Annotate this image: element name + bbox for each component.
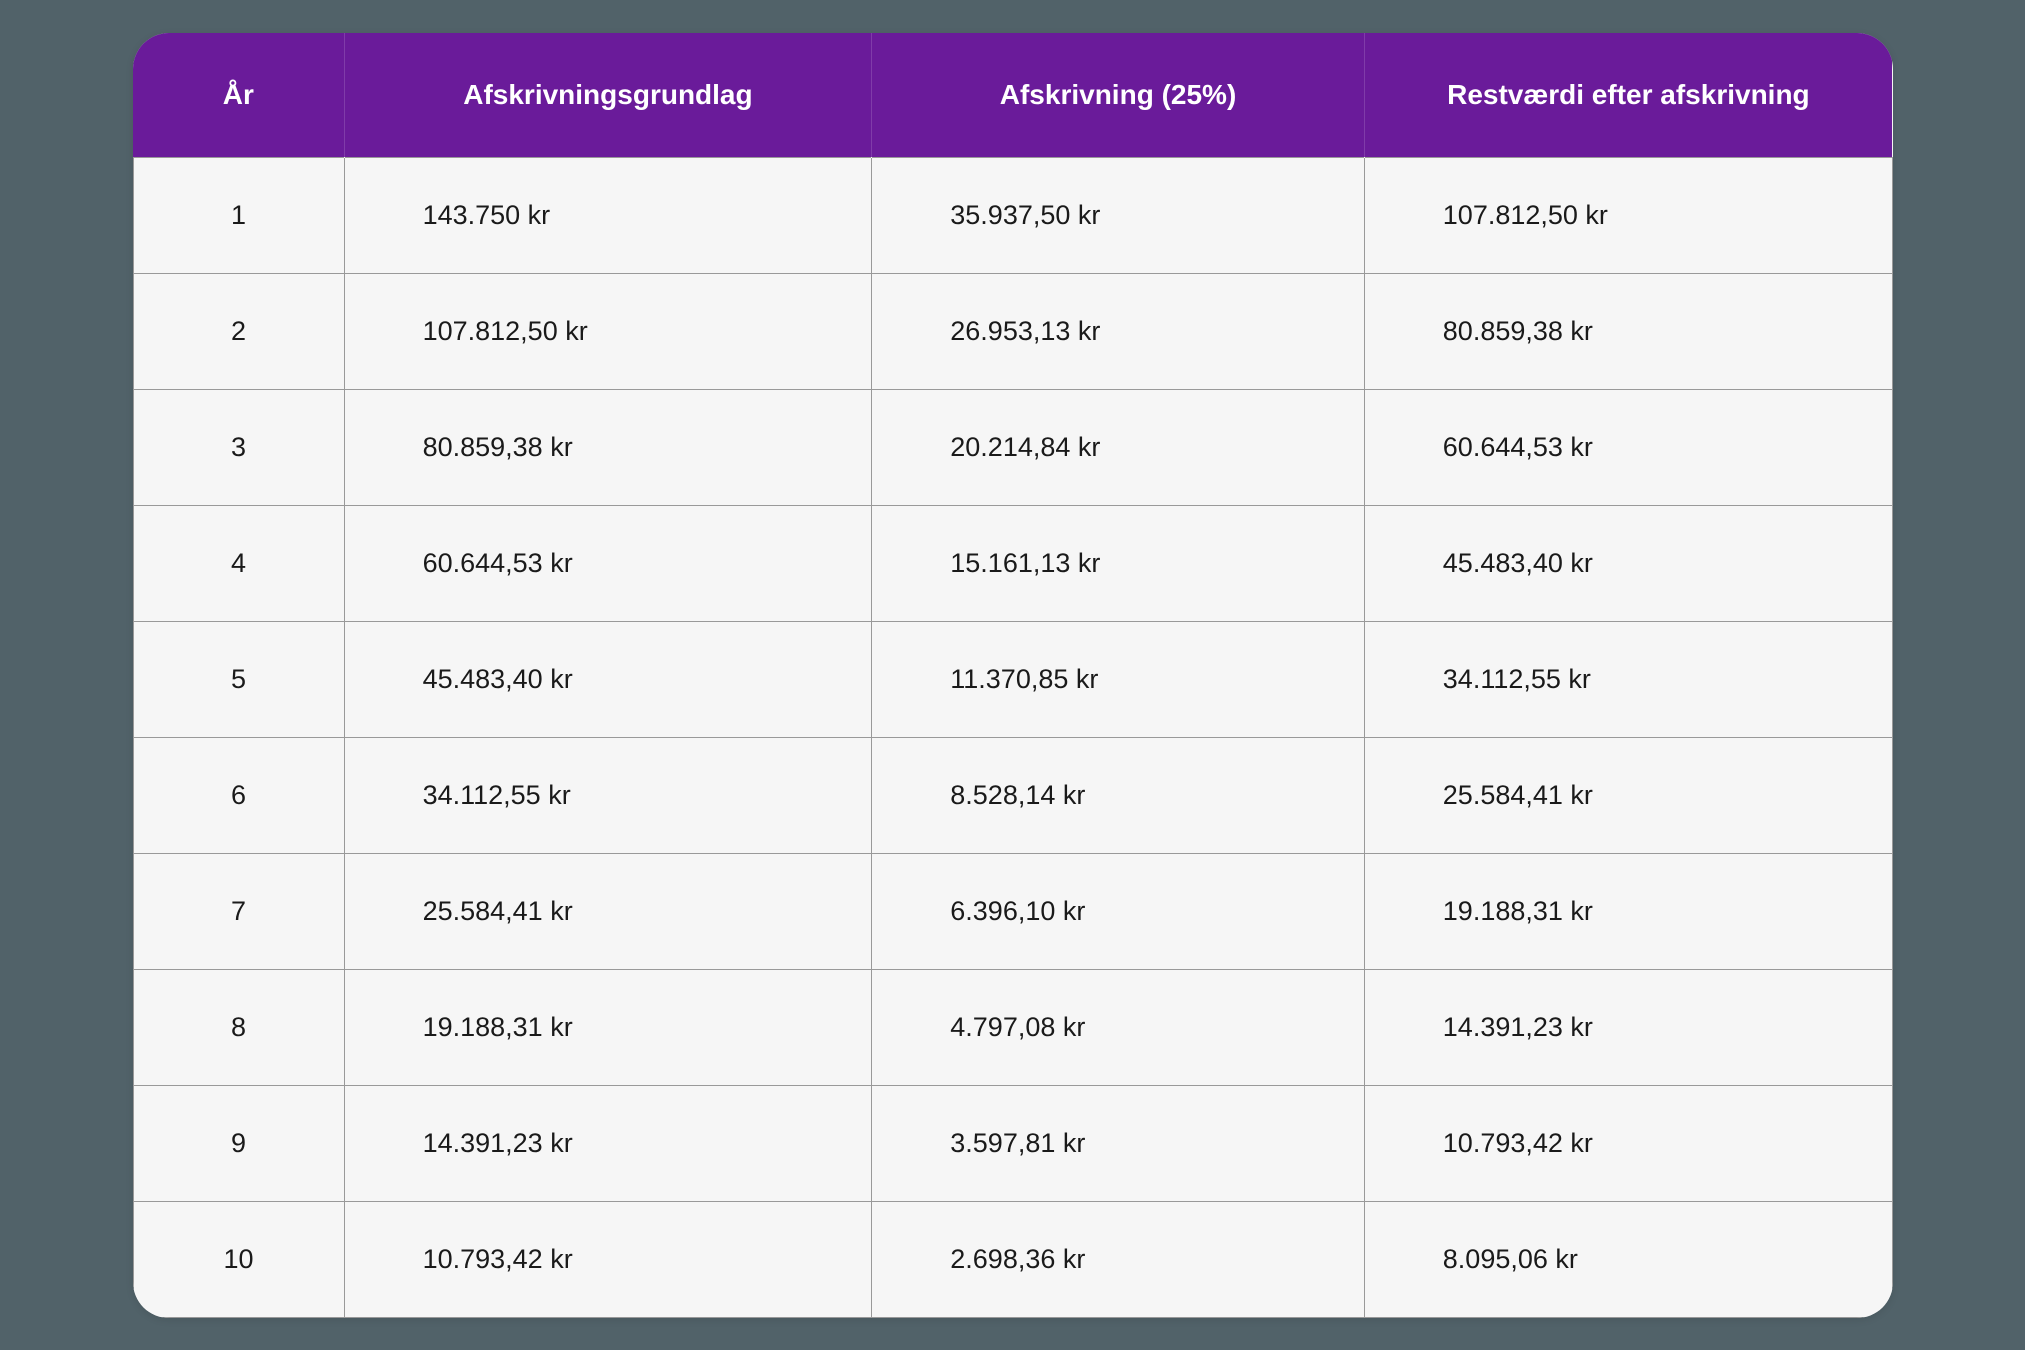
cell-basis: 143.750 kr <box>344 157 872 273</box>
cell-depreciation: 2.698,36 kr <box>872 1201 1365 1317</box>
cell-residual: 80.859,38 kr <box>1364 273 1892 389</box>
cell-basis: 34.112,55 kr <box>344 737 872 853</box>
cell-residual: 45.483,40 kr <box>1364 505 1892 621</box>
table-row: 819.188,31 kr4.797,08 kr14.391,23 kr <box>133 969 1892 1085</box>
cell-residual: 25.584,41 kr <box>1364 737 1892 853</box>
cell-basis: 14.391,23 kr <box>344 1085 872 1201</box>
cell-year: 9 <box>133 1085 344 1201</box>
table-row: 545.483,40 kr11.370,85 kr34.112,55 kr <box>133 621 1892 737</box>
table-row: 460.644,53 kr15.161,13 kr45.483,40 kr <box>133 505 1892 621</box>
cell-year: 10 <box>133 1201 344 1317</box>
cell-basis: 60.644,53 kr <box>344 505 872 621</box>
cell-basis: 10.793,42 kr <box>344 1201 872 1317</box>
table-row: 725.584,41 kr6.396,10 kr19.188,31 kr <box>133 853 1892 969</box>
header-year: År <box>133 33 344 158</box>
cell-depreciation: 26.953,13 kr <box>872 273 1365 389</box>
cell-year: 7 <box>133 853 344 969</box>
table-row: 380.859,38 kr20.214,84 kr60.644,53 kr <box>133 389 1892 505</box>
table-row: 914.391,23 kr3.597,81 kr10.793,42 kr <box>133 1085 1892 1201</box>
cell-basis: 25.584,41 kr <box>344 853 872 969</box>
cell-year: 4 <box>133 505 344 621</box>
cell-residual: 60.644,53 kr <box>1364 389 1892 505</box>
cell-depreciation: 3.597,81 kr <box>872 1085 1365 1201</box>
header-depreciation: Afskrivning (25%) <box>872 33 1365 158</box>
cell-depreciation: 35.937,50 kr <box>872 157 1365 273</box>
cell-residual: 10.793,42 kr <box>1364 1085 1892 1201</box>
cell-year: 2 <box>133 273 344 389</box>
cell-basis: 80.859,38 kr <box>344 389 872 505</box>
cell-residual: 34.112,55 kr <box>1364 621 1892 737</box>
depreciation-table-container: År Afskrivningsgrundlag Afskrivning (25%… <box>133 33 1893 1318</box>
cell-depreciation: 11.370,85 kr <box>872 621 1365 737</box>
cell-residual: 8.095,06 kr <box>1364 1201 1892 1317</box>
cell-basis: 107.812,50 kr <box>344 273 872 389</box>
table-body: 1143.750 kr35.937,50 kr107.812,50 kr2107… <box>133 157 1892 1317</box>
cell-depreciation: 4.797,08 kr <box>872 969 1365 1085</box>
cell-year: 5 <box>133 621 344 737</box>
header-basis: Afskrivningsgrundlag <box>344 33 872 158</box>
cell-year: 1 <box>133 157 344 273</box>
header-residual: Restværdi efter afskrivning <box>1364 33 1892 158</box>
cell-residual: 107.812,50 kr <box>1364 157 1892 273</box>
cell-depreciation: 8.528,14 kr <box>872 737 1365 853</box>
cell-depreciation: 15.161,13 kr <box>872 505 1365 621</box>
table-header-row: År Afskrivningsgrundlag Afskrivning (25%… <box>133 33 1892 158</box>
cell-residual: 14.391,23 kr <box>1364 969 1892 1085</box>
table-row: 1010.793,42 kr2.698,36 kr8.095,06 kr <box>133 1201 1892 1317</box>
cell-year: 8 <box>133 969 344 1085</box>
depreciation-table: År Afskrivningsgrundlag Afskrivning (25%… <box>133 33 1893 1318</box>
table-row: 634.112,55 kr8.528,14 kr25.584,41 kr <box>133 737 1892 853</box>
table-row: 1143.750 kr35.937,50 kr107.812,50 kr <box>133 157 1892 273</box>
cell-depreciation: 6.396,10 kr <box>872 853 1365 969</box>
cell-basis: 19.188,31 kr <box>344 969 872 1085</box>
table-row: 2107.812,50 kr26.953,13 kr80.859,38 kr <box>133 273 1892 389</box>
cell-depreciation: 20.214,84 kr <box>872 389 1365 505</box>
cell-year: 3 <box>133 389 344 505</box>
cell-basis: 45.483,40 kr <box>344 621 872 737</box>
cell-residual: 19.188,31 kr <box>1364 853 1892 969</box>
cell-year: 6 <box>133 737 344 853</box>
